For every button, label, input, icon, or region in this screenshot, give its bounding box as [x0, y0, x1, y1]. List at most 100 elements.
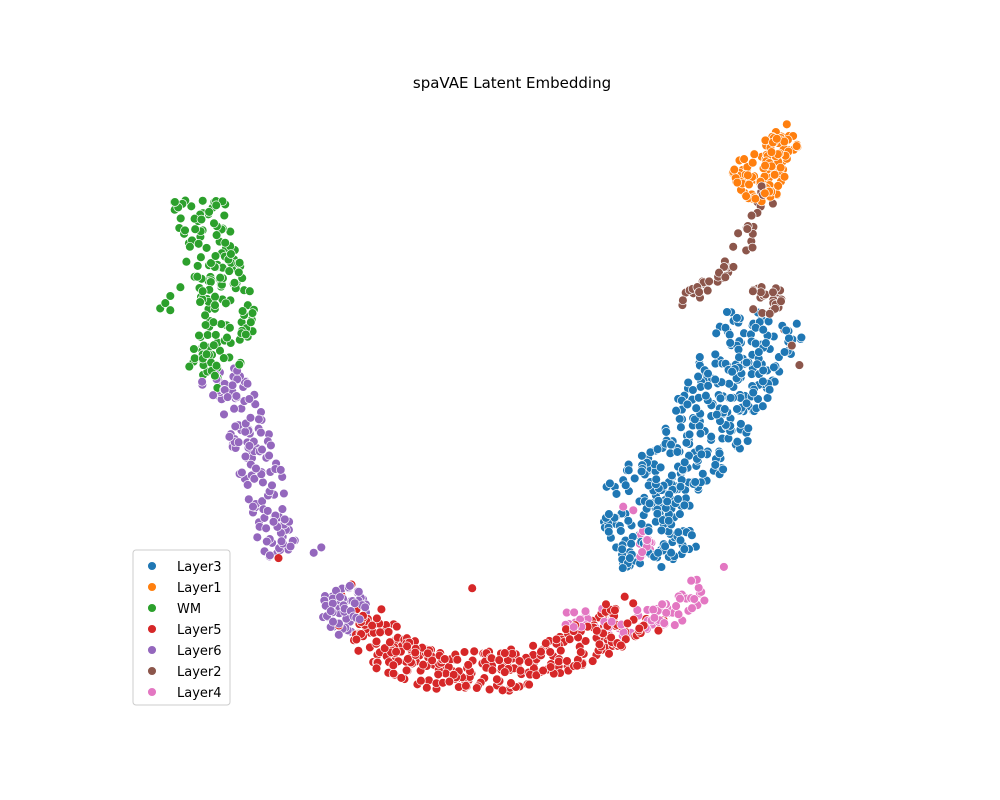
point-layer3	[629, 473, 640, 484]
point-layer3	[673, 494, 683, 504]
point-layer3	[792, 318, 802, 329]
point-layer3	[688, 385, 698, 395]
point-layer3	[748, 387, 758, 398]
point-wm	[196, 214, 207, 225]
point-layer5	[461, 681, 471, 691]
point-layer5	[472, 683, 482, 693]
point-layer3	[706, 431, 716, 442]
point-layer3	[710, 460, 721, 470]
point-layer4	[699, 595, 710, 606]
point-wm	[225, 323, 235, 333]
point-layer4	[632, 605, 643, 615]
point-layer6	[276, 536, 287, 546]
point-layer3	[750, 338, 761, 349]
point-layer4	[637, 547, 647, 557]
point-layer3	[605, 478, 615, 489]
point-wm	[216, 319, 227, 329]
point-layer1	[791, 141, 802, 151]
point-layer3	[753, 394, 763, 404]
point-wm	[200, 310, 210, 321]
point-layer5	[385, 637, 395, 647]
point-layer1	[739, 154, 749, 164]
point-layer5	[576, 647, 586, 657]
legend-label-layer3: Layer3	[177, 560, 222, 575]
point-layer3	[604, 509, 614, 519]
point-layer1	[760, 188, 770, 199]
point-layer6	[222, 392, 233, 402]
point-layer6	[240, 427, 250, 437]
point-wm	[210, 300, 220, 310]
point-layer5	[551, 634, 562, 645]
point-layer3	[715, 393, 726, 404]
point-wm	[237, 306, 248, 316]
point-wm	[221, 298, 231, 309]
point-layer6	[267, 480, 277, 491]
point-layer6	[316, 542, 327, 553]
point-layer5	[367, 620, 377, 631]
point-layer2	[742, 224, 753, 234]
point-layer1	[775, 162, 786, 173]
point-layer6	[248, 501, 258, 512]
point-layer3	[675, 535, 686, 545]
point-layer3	[722, 307, 732, 317]
point-layer6	[326, 606, 336, 616]
point-layer2	[747, 242, 758, 253]
point-layer3	[701, 390, 711, 401]
point-layer6	[354, 614, 365, 625]
point-layer5	[514, 656, 525, 666]
point-layer5	[401, 665, 412, 676]
point-layer3	[676, 422, 686, 432]
point-layer5	[484, 684, 495, 695]
point-layer2	[678, 295, 688, 306]
legend-label-layer5: Layer5	[177, 623, 222, 638]
point-layer3	[732, 404, 742, 414]
point-layer5	[541, 638, 551, 648]
point-wm	[234, 359, 245, 370]
legend-marker-layer5	[147, 624, 157, 634]
point-layer3	[690, 477, 700, 487]
point-layer5	[402, 641, 412, 652]
point-layer3	[653, 496, 664, 506]
point-layer5	[463, 660, 473, 670]
point-layer3	[652, 508, 663, 519]
point-layer1	[741, 191, 751, 201]
point-layer5	[515, 665, 526, 676]
point-layer3	[652, 444, 663, 454]
point-layer6	[262, 506, 273, 516]
point-layer5	[376, 604, 387, 615]
point-layer5	[562, 656, 572, 666]
point-layer3	[637, 451, 647, 461]
point-layer3	[620, 480, 631, 490]
point-layer2	[728, 262, 739, 272]
point-wm	[224, 266, 234, 276]
point-wm	[197, 286, 208, 296]
point-layer5	[433, 669, 443, 680]
point-wm	[181, 256, 192, 267]
point-layer2	[720, 272, 731, 282]
point-layer3	[695, 428, 706, 439]
point-wm	[185, 241, 195, 252]
point-layer3	[655, 462, 666, 473]
point-layer3	[720, 323, 731, 333]
point-layer4	[648, 604, 658, 615]
point-layer3	[660, 541, 670, 551]
point-layer6	[245, 413, 256, 423]
points-layer	[155, 119, 807, 696]
point-layer5	[572, 660, 582, 671]
point-layer3	[671, 405, 681, 416]
point-layer4	[659, 618, 669, 628]
point-layer6	[233, 437, 244, 447]
point-layer2	[748, 286, 758, 296]
point-layer6	[230, 421, 241, 432]
point-layer4	[628, 505, 639, 516]
point-layer6	[258, 477, 268, 488]
point-wm	[215, 272, 225, 283]
point-layer6	[252, 532, 263, 543]
point-wm	[219, 353, 229, 363]
point-layer3	[736, 419, 746, 429]
point-layer5	[351, 634, 362, 645]
point-wm	[202, 330, 213, 340]
point-layer5	[506, 678, 516, 688]
point-layer3	[617, 544, 627, 555]
point-layer3	[623, 465, 634, 475]
